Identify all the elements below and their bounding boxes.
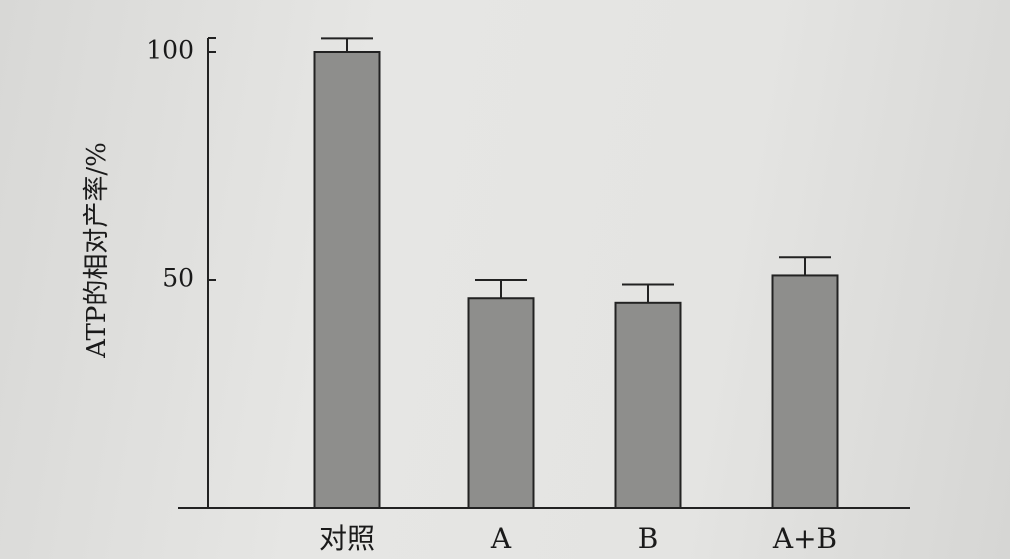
bar [771,274,839,509]
bar [467,297,535,509]
y-ticks: 50 100 [146,36,216,508]
bar [313,51,381,509]
x-tick-label: A [490,522,512,555]
x-tick-label: A+B [772,522,837,555]
bar [614,301,682,509]
y-tick-label: 100 [146,36,194,65]
x-labels: 对照 A B A+B [319,522,837,555]
x-tick-label: 对照 [319,522,375,555]
bars [313,37,839,509]
x-tick-label: B [638,522,659,555]
y-tick-label: 50 [162,264,194,293]
y-axis-label: ATP的相对产率/% [82,142,112,359]
